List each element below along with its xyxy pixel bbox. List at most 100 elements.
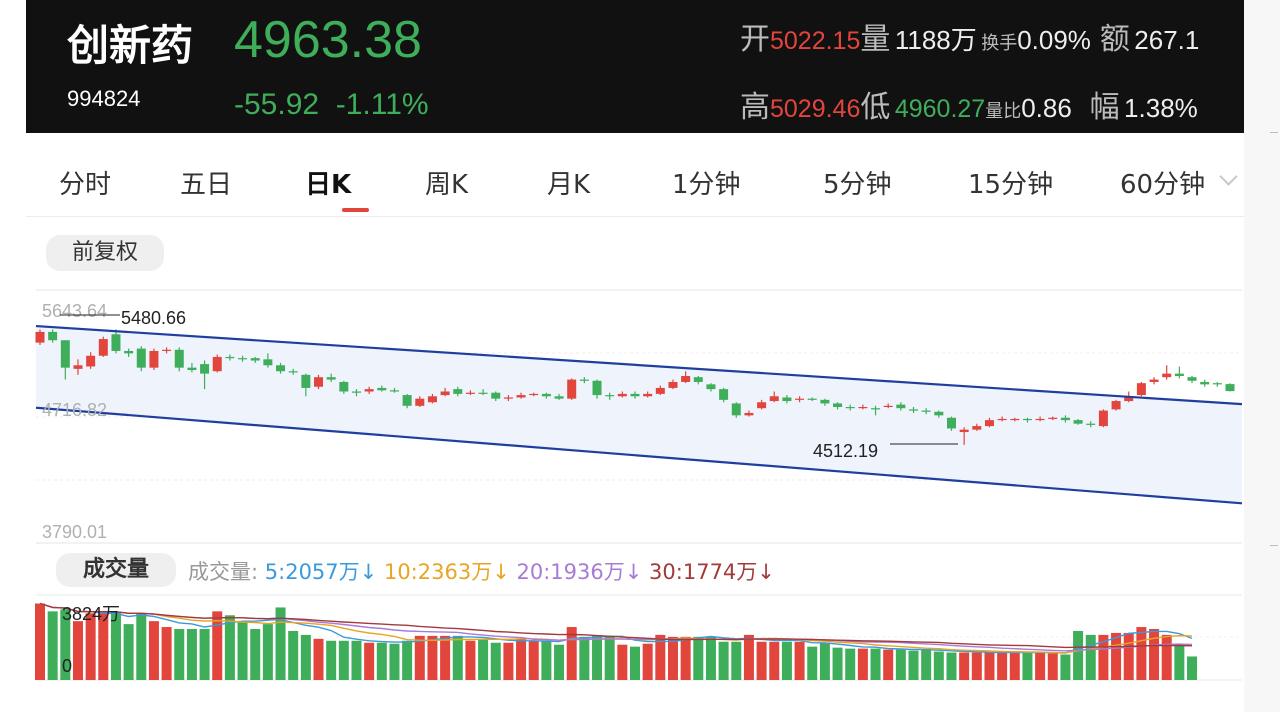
candle	[719, 387, 729, 403]
candle	[276, 362, 286, 374]
tab-1-minute[interactable]: 1分钟	[672, 170, 741, 200]
tab-60-minute[interactable]: 60分钟	[1120, 170, 1206, 200]
candle-body	[1174, 373, 1184, 377]
candle	[693, 376, 703, 385]
volume-bar	[617, 644, 628, 680]
turnover-value: 0.09%	[1017, 25, 1091, 55]
candle	[402, 393, 412, 409]
candle-body	[440, 391, 450, 396]
last-price: 4963.38	[234, 11, 422, 69]
volume-bar	[1047, 653, 1058, 680]
volume-bar	[731, 641, 742, 680]
volume-bar	[895, 649, 906, 680]
candle	[1111, 399, 1121, 411]
candle	[795, 396, 805, 403]
candle-body	[871, 408, 881, 410]
candle-body	[1035, 418, 1045, 421]
trend-channel-fill	[36, 326, 1242, 504]
candle-body	[200, 364, 210, 374]
candle-body	[858, 407, 868, 409]
tab-daily-k[interactable]: 日K	[305, 170, 352, 200]
candle-body	[111, 334, 121, 351]
volume-bar	[579, 636, 590, 680]
candle	[883, 403, 893, 409]
candle-body	[668, 381, 678, 388]
candle	[921, 408, 931, 415]
candle	[351, 389, 361, 397]
volume-bar	[642, 643, 653, 680]
candle-body	[250, 358, 260, 361]
tab-intraday[interactable]: 分时	[59, 170, 112, 200]
volume-bar	[338, 640, 349, 680]
candle	[440, 387, 450, 397]
candle	[389, 387, 399, 393]
candle	[541, 392, 551, 399]
candle	[668, 379, 678, 390]
volume-bar	[908, 650, 919, 680]
candle	[820, 398, 830, 406]
candle	[1136, 381, 1146, 397]
volume-bar	[1174, 644, 1185, 680]
volume-axis-max: 3824万	[62, 604, 120, 624]
volume-bar	[819, 642, 830, 680]
candle	[1212, 381, 1222, 387]
volume-bar	[148, 621, 159, 680]
volume-bar	[718, 641, 729, 680]
candle	[124, 348, 134, 357]
tab-weekly-k[interactable]: 周K	[425, 170, 469, 200]
volume-bar	[376, 642, 387, 680]
volume-bar	[465, 640, 476, 680]
candle	[149, 348, 159, 371]
candle-body	[351, 391, 361, 393]
volume-bar	[123, 624, 134, 680]
candle	[972, 423, 982, 431]
candle	[250, 356, 260, 363]
volume-bar	[604, 636, 615, 680]
candle-body	[1200, 381, 1210, 385]
candle-body	[60, 340, 70, 368]
volume-bar	[1085, 634, 1096, 680]
candle-body	[415, 398, 425, 406]
candle	[60, 340, 70, 380]
volume-axis-zero: 0	[62, 656, 72, 676]
quote-header: 创新药 994824 4963.38 -55.92 -1.11% 开5022.1…	[26, 0, 1244, 133]
volume-bar	[528, 640, 539, 680]
volume-bar	[85, 613, 96, 680]
candle	[339, 380, 349, 394]
volume-bar	[237, 621, 248, 680]
tab-monthly-k[interactable]: 月K	[547, 170, 591, 200]
tab-5-minute[interactable]: 5分钟	[823, 170, 892, 200]
volume-bar	[1187, 656, 1198, 680]
candle	[491, 391, 501, 402]
volume-bar	[389, 643, 400, 680]
candle-body	[731, 403, 741, 416]
channel-lower-line	[35, 406, 1243, 505]
candle-body	[124, 350, 134, 354]
volume-bar	[743, 634, 754, 680]
down-arrow-icon: ↓	[757, 560, 775, 584]
candle	[757, 399, 767, 410]
volume-bar	[262, 624, 273, 680]
legend-ma30: 30:1774万	[649, 560, 758, 584]
open-value: 5022.15	[770, 27, 861, 55]
volume-bar	[959, 652, 970, 680]
index-code: 994824	[67, 86, 141, 111]
tab-15-minute[interactable]: 15分钟	[968, 170, 1054, 200]
volume-bar	[655, 634, 666, 680]
candle-body	[719, 389, 729, 400]
candle-body	[643, 393, 653, 397]
adjust-mode-button[interactable]: 前复权	[46, 235, 164, 271]
candle-body	[541, 393, 551, 397]
candle	[592, 379, 602, 399]
candle-body	[1162, 373, 1172, 378]
volume-bar	[554, 644, 565, 680]
volume-bar	[693, 636, 704, 680]
volume-bar	[592, 635, 603, 680]
volume-bar	[756, 641, 767, 680]
volume-bar	[794, 641, 805, 680]
low-label: 低	[860, 90, 891, 125]
candle-body	[149, 350, 159, 368]
candle	[946, 416, 956, 431]
volume-indicator-button[interactable]: 成交量	[56, 553, 176, 587]
tab-five-day[interactable]: 五日	[180, 170, 233, 200]
